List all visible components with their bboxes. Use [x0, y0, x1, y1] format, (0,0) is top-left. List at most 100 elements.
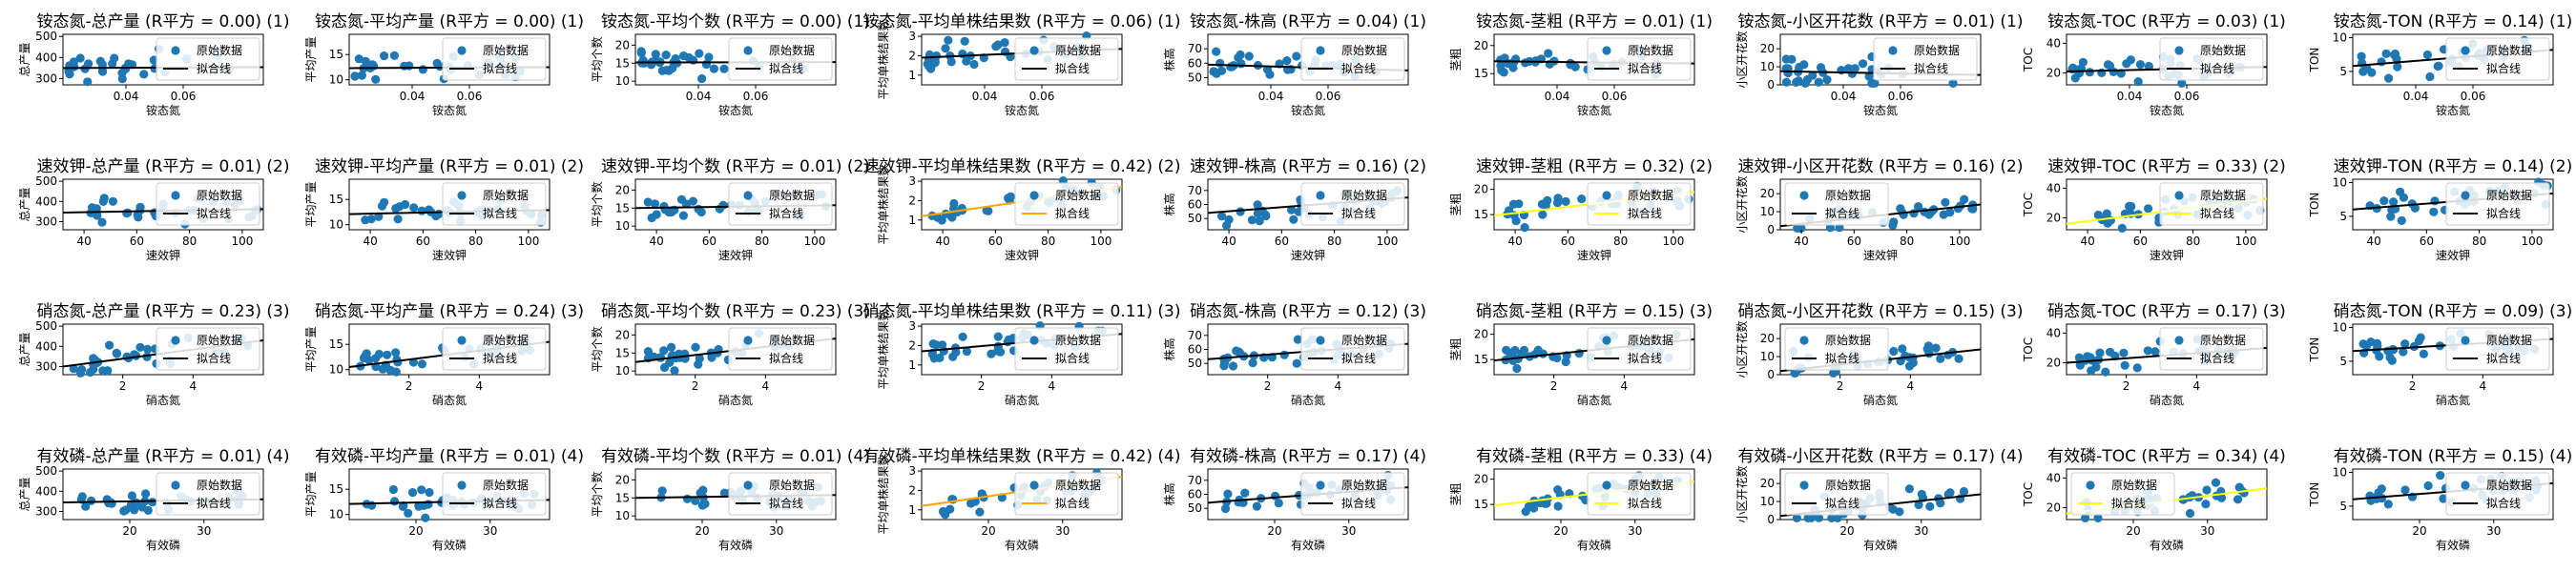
data-point — [1293, 335, 1302, 344]
x-tick-label: 0.06 — [1602, 90, 1628, 103]
legend-marker-raw — [2461, 336, 2470, 345]
data-point — [1792, 513, 1801, 523]
x-tick-label: 0.06 — [457, 90, 483, 103]
y-axis-label: 平均个数 — [590, 326, 604, 372]
data-point — [927, 349, 937, 358]
x-tick-label: 80 — [468, 235, 483, 248]
x-tick-label: 60 — [130, 235, 144, 248]
subplot-title: 铵态氮-TON (R平方 = 0.14) (1) — [2334, 12, 2572, 31]
data-point — [715, 204, 725, 214]
legend-label-raw: 原始数据 — [769, 478, 815, 492]
y-tick-label: 1 — [908, 358, 916, 372]
legend-label-fit: 拟合线 — [1341, 61, 1376, 75]
subplot-r1-c3: 铵态氮-平均个数 (R平方 = 0.00) (1) 0.04 0.06 10 15 20 铵… — [590, 12, 870, 117]
data-point — [2361, 341, 2372, 351]
data-point — [434, 209, 444, 219]
data-point — [1864, 72, 1874, 81]
x-tick-label: 0.04 — [1545, 90, 1570, 103]
data-point — [2386, 212, 2396, 221]
data-point — [1904, 484, 1914, 494]
subplot-r1-c2: 铵态氮-平均产量 (R平方 = 0.00) (1) 0.04 0.06 10 15 铵态氮… — [304, 12, 584, 117]
data-point — [2233, 495, 2243, 504]
subplot-title: 速效钾-茎粗 (R平方 = 0.32) (2) — [1476, 157, 1713, 176]
x-tick-label: 20 — [2126, 524, 2140, 538]
legend-label-raw: 原始数据 — [1341, 333, 1387, 347]
legend-label-raw: 原始数据 — [1341, 188, 1387, 202]
data-point — [2144, 61, 2153, 72]
data-point — [1814, 77, 1823, 87]
x-tick-label: 0.04 — [2403, 90, 2429, 103]
data-point — [941, 510, 950, 520]
legend-marker-raw — [2174, 336, 2184, 345]
x-tick-label: 2 — [1837, 379, 1844, 393]
y-tick-label: 0 — [1767, 513, 1775, 526]
x-tick-label: 30 — [1055, 524, 1070, 538]
data-point — [1219, 361, 1229, 371]
data-point — [98, 196, 108, 206]
y-tick-label: 10 — [2333, 31, 2347, 45]
data-point — [709, 64, 719, 73]
y-tick-label: 20 — [2046, 67, 2061, 80]
legend-label-raw: 原始数据 — [1825, 188, 1871, 202]
x-axis-label: 硝态氮 — [718, 393, 753, 407]
y-tick-label: 500 — [35, 464, 57, 478]
data-point — [119, 506, 129, 516]
subplot-title: 速效钾-总产量 (R平方 = 0.01) (2) — [36, 157, 289, 176]
data-point — [2367, 68, 2377, 77]
data-point — [1279, 350, 1289, 359]
legend-label-raw: 原始数据 — [2200, 333, 2246, 347]
y-tick-label: 20 — [615, 328, 630, 341]
legend-label-fit: 拟合线 — [483, 206, 517, 220]
x-tick-label: 40 — [1507, 235, 1522, 248]
data-point — [1503, 58, 1513, 69]
data-point — [643, 347, 654, 357]
legend-marker-raw — [2174, 46, 2184, 55]
y-tick-label: 10 — [615, 74, 630, 88]
data-point — [694, 204, 703, 214]
y-tick-label: 400 — [35, 194, 57, 208]
x-tick-label: 0.04 — [114, 90, 139, 103]
subplot-r1-c8: 铵态氮-TOC (R平方 = 0.03) (1) 0.04 0.06 20 40 铵态氮 T… — [2022, 12, 2286, 117]
x-tick-label: 0.06 — [2461, 90, 2486, 103]
legend-label-raw: 原始数据 — [1628, 478, 1673, 492]
data-point — [1960, 194, 1969, 204]
subplot-title: 有效磷-平均个数 (R平方 = 0.01) (4) — [601, 447, 870, 466]
y-axis-label: 茎粗 — [1449, 48, 1463, 71]
data-point — [719, 64, 729, 73]
data-point — [92, 204, 101, 214]
subplot-r2-c4: 速效钾-平均单株结果数 (R平方 = 0.42) (2) 40 60 80 100 1 2 3… — [862, 157, 1180, 262]
y-tick-label: 300 — [35, 215, 57, 229]
data-point — [2202, 485, 2212, 495]
y-tick-label: 3 — [908, 30, 916, 43]
x-tick-label: 2 — [1550, 379, 1558, 393]
data-point — [1212, 47, 1221, 56]
data-point — [668, 64, 677, 73]
data-point — [77, 365, 87, 375]
legend-marker-raw — [1602, 191, 1611, 200]
y-tick-label: 10 — [615, 509, 630, 522]
legend-label-raw: 原始数据 — [2486, 478, 2532, 492]
y-tick-label: 0 — [1767, 78, 1775, 92]
data-point — [1959, 486, 1969, 497]
y-tick-label: 60 — [1188, 488, 1202, 501]
y-tick-label: 2 — [908, 49, 916, 62]
x-axis-label: 有效磷 — [1863, 538, 1898, 552]
x-axis-label: 硝态氮 — [146, 393, 180, 407]
y-axis-label: 株高 — [1162, 482, 1176, 505]
y-tick-label: 70 — [1188, 474, 1202, 487]
y-tick-label: 20 — [2046, 212, 2061, 225]
y-axis-label: 平均单株结果数 — [876, 164, 890, 244]
data-point — [941, 44, 950, 53]
data-point — [661, 51, 671, 60]
x-tick-label: 40 — [2080, 235, 2094, 248]
x-tick-label: 30 — [1628, 524, 1642, 538]
data-point — [98, 366, 108, 376]
data-point — [1800, 78, 1810, 88]
